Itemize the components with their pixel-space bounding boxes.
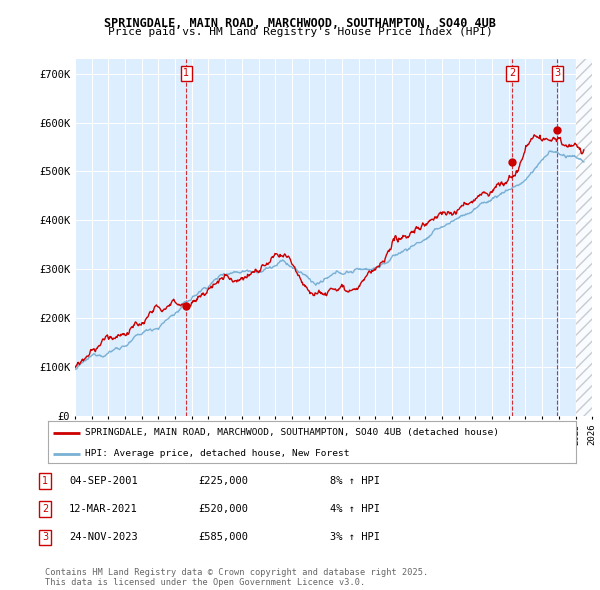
Text: 1: 1 <box>183 68 190 78</box>
Text: 2: 2 <box>42 504 48 514</box>
Text: 1: 1 <box>42 476 48 486</box>
Text: SPRINGDALE, MAIN ROAD, MARCHWOOD, SOUTHAMPTON, SO40 4UB: SPRINGDALE, MAIN ROAD, MARCHWOOD, SOUTHA… <box>104 17 496 30</box>
Text: Price paid vs. HM Land Registry's House Price Index (HPI): Price paid vs. HM Land Registry's House … <box>107 27 493 37</box>
Text: 24-NOV-2023: 24-NOV-2023 <box>69 533 138 542</box>
Text: £585,000: £585,000 <box>198 533 248 542</box>
Text: 2: 2 <box>509 68 515 78</box>
Text: 8% ↑ HPI: 8% ↑ HPI <box>330 476 380 486</box>
Text: HPI: Average price, detached house, New Forest: HPI: Average price, detached house, New … <box>85 450 349 458</box>
Text: Contains HM Land Registry data © Crown copyright and database right 2025.
This d: Contains HM Land Registry data © Crown c… <box>45 568 428 587</box>
Text: SPRINGDALE, MAIN ROAD, MARCHWOOD, SOUTHAMPTON, SO40 4UB (detached house): SPRINGDALE, MAIN ROAD, MARCHWOOD, SOUTHA… <box>85 428 499 437</box>
Text: 3% ↑ HPI: 3% ↑ HPI <box>330 533 380 542</box>
Text: £225,000: £225,000 <box>198 476 248 486</box>
Text: 12-MAR-2021: 12-MAR-2021 <box>69 504 138 514</box>
Text: 04-SEP-2001: 04-SEP-2001 <box>69 476 138 486</box>
Bar <box>575 59 592 416</box>
Text: 3: 3 <box>42 533 48 542</box>
Text: £520,000: £520,000 <box>198 504 248 514</box>
Text: 4% ↑ HPI: 4% ↑ HPI <box>330 504 380 514</box>
Text: 3: 3 <box>554 68 560 78</box>
